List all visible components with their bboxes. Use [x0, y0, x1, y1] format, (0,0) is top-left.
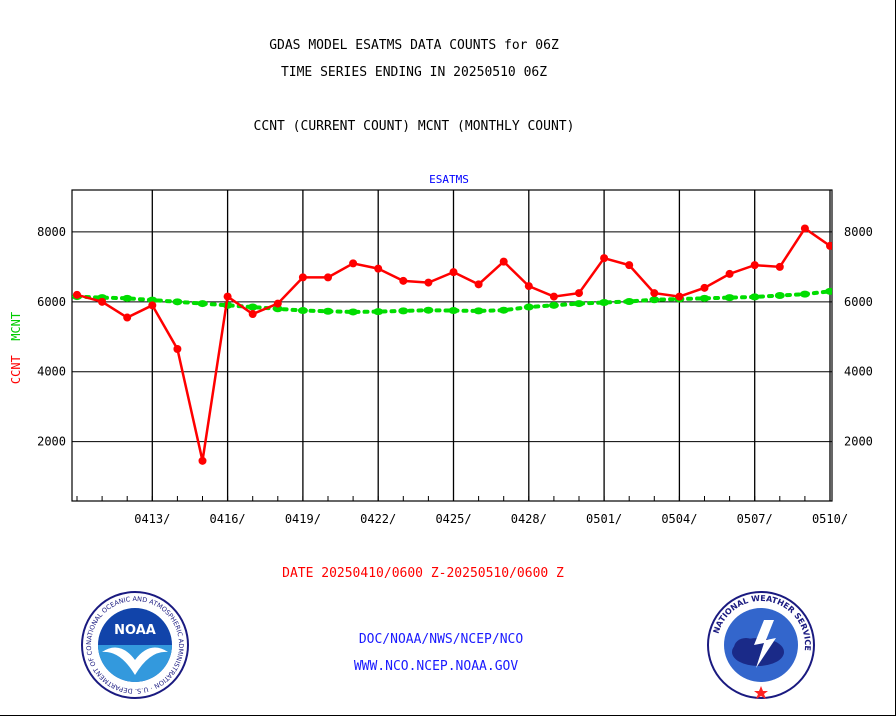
- ccnt-point: [298, 273, 307, 282]
- ccnt-point: [625, 261, 634, 270]
- x-tick-label: 0507/: [737, 512, 773, 526]
- mcnt-point: [348, 308, 359, 316]
- mcnt-point: [599, 299, 610, 307]
- series-mcnt: [72, 287, 832, 316]
- ccnt-point: [324, 273, 332, 282]
- ccnt-point: [349, 259, 358, 268]
- ccnt-point: [223, 292, 232, 301]
- ccnt-point: [750, 261, 759, 270]
- mcnt-point: [498, 306, 509, 314]
- credit-line-2: WWW.NCO.NCEP.NOAA.GOV: [353, 659, 519, 674]
- x-tick-label: 0428/: [511, 512, 547, 526]
- ccnt-point: [524, 282, 533, 291]
- y-tick-label-left: 2000: [37, 435, 66, 449]
- ccnt-point: [424, 278, 433, 287]
- ccnt-point: [499, 257, 508, 266]
- ccnt-point: [725, 269, 734, 278]
- mcnt-point: [699, 294, 710, 302]
- mcnt-point: [799, 290, 810, 298]
- mcnt-point: [825, 287, 832, 295]
- series-ccnt: [73, 224, 832, 465]
- mcnt-point: [373, 308, 384, 316]
- x-tick-label: 0413/: [134, 512, 170, 526]
- mcnt-point: [172, 298, 183, 306]
- ccnt-point: [273, 299, 282, 308]
- ccnt-point: [123, 313, 132, 322]
- ccnt-point: [600, 254, 609, 263]
- x-tick-label: 0416/: [210, 512, 246, 526]
- x-tick-label: 0425/: [435, 512, 471, 526]
- mcnt-point: [247, 303, 258, 311]
- x-tick-label: 0510/: [812, 512, 848, 526]
- mcnt-point: [749, 293, 760, 301]
- chart-title-line2: TIME SERIES ENDING IN 20250510 06Z: [280, 65, 548, 80]
- y-tick-label-left: 8000: [37, 225, 66, 239]
- mcnt-point: [448, 307, 459, 315]
- credit-line-1: DOC/NOAA/NWS/NCEP/NCO: [358, 632, 524, 647]
- mcnt-point: [398, 307, 409, 315]
- ccnt-point: [399, 276, 408, 285]
- y-tick-label-left: 4000: [37, 365, 66, 379]
- mcnt-point: [197, 300, 208, 308]
- x-tick-label: 0501/: [586, 512, 622, 526]
- x-tick-label: 0504/: [661, 512, 697, 526]
- mcnt-point: [122, 294, 133, 302]
- y-tick-label-right: 2000: [844, 435, 873, 449]
- ccnt-point: [474, 280, 483, 289]
- y-tick-label-left: 6000: [37, 295, 66, 309]
- ccnt-point: [73, 290, 81, 299]
- mcnt-point: [147, 296, 158, 304]
- mcnt-point: [649, 296, 660, 304]
- y-tick-label-right: 8000: [844, 225, 873, 239]
- ccnt-point: [700, 283, 709, 292]
- mcnt-point: [548, 301, 559, 309]
- mcnt-point: [774, 292, 785, 300]
- x-tick-label: 0422/: [360, 512, 396, 526]
- ccnt-point: [148, 301, 157, 310]
- ccnt-point: [775, 262, 784, 271]
- mcnt-point: [323, 307, 333, 315]
- mcnt-point: [297, 307, 308, 315]
- y-tick-label-right: 4000: [844, 365, 873, 379]
- ccnt-point: [675, 292, 684, 301]
- plot-frame: [71, 189, 833, 502]
- ccnt-point: [173, 344, 182, 353]
- mcnt-point: [523, 303, 534, 311]
- noaa-logo: NOAA NATIONAL OCEANIC AND ATMOSPHERIC AD…: [80, 590, 189, 699]
- chart-title-line1: GDAS MODEL ESATMS DATA COUNTS for 06Z: [269, 38, 559, 53]
- mcnt-point: [624, 297, 635, 305]
- chart-subtitle: CCNT (CURRENT COUNT) MCNT (MONTHLY COUNT…: [253, 119, 575, 134]
- ccnt-point: [449, 268, 458, 277]
- ccnt-point: [650, 289, 659, 298]
- panel-title: ESATMS: [429, 173, 469, 186]
- ccnt-point: [374, 264, 383, 273]
- mcnt-point: [423, 306, 434, 314]
- mcnt-point: [473, 307, 484, 315]
- x-tick-label: 0419/: [285, 512, 321, 526]
- mcnt-point: [272, 305, 283, 313]
- nws-logo: NATIONAL WEATHER SERVICE: [707, 591, 815, 699]
- ccnt-point: [575, 289, 583, 298]
- ccnt-point: [826, 241, 832, 250]
- ccnt-point: [98, 297, 107, 306]
- ccnt-point: [248, 310, 257, 319]
- mcnt-point: [574, 300, 584, 308]
- ccnt-point: [549, 292, 558, 301]
- noaa-logo-text: NOAA: [114, 623, 156, 638]
- ccnt-point: [800, 224, 809, 233]
- mcnt-point: [724, 294, 735, 302]
- ccnt-point: [198, 456, 207, 465]
- y-tick-label-right: 6000: [844, 295, 873, 309]
- date-range-label: DATE 20250410/0600 Z-20250510/0600 Z: [282, 566, 564, 581]
